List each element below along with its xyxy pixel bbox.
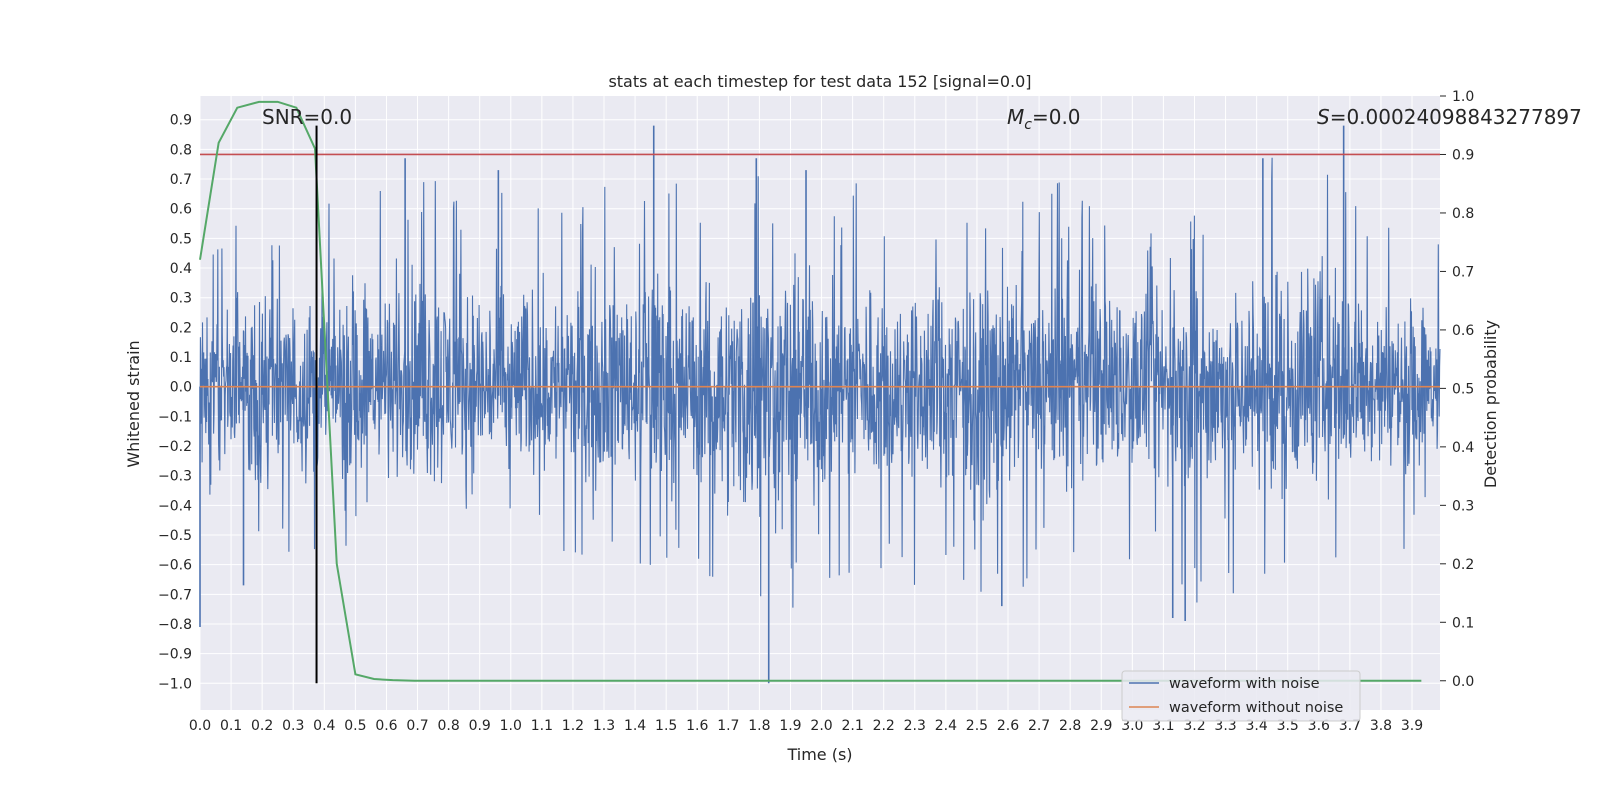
x-tick-label: 0.7: [406, 718, 428, 734]
chirp-mass-annotation: Mc=0.0: [1007, 105, 1081, 133]
chart-title: stats at each timestep for test data 152…: [608, 72, 1031, 91]
legend: waveform with noise waveform without noi…: [1121, 670, 1361, 722]
detection-probability-line: [199, 100, 1422, 682]
y-tick-label: −1.0: [158, 676, 192, 692]
y-tick-label: 0.2: [170, 320, 192, 336]
y2-tick-label: 0.5: [1452, 381, 1474, 397]
x-tick-label: 2.8: [1059, 718, 1081, 734]
waveform-with-noise-line: [199, 157, 1441, 608]
y-tick-label: −0.9: [158, 647, 192, 663]
chirp-mass-subscript: c: [1024, 117, 1032, 133]
y-tick-label: 0.9: [170, 113, 192, 129]
x-tick-label: 1.6: [686, 718, 708, 734]
y2-tick-label: 0.0: [1452, 674, 1474, 690]
x-tick-label: 1.0: [500, 718, 522, 734]
x-tick-label: 1.5: [655, 718, 677, 734]
snr-annotation: SNR=0.0: [262, 105, 352, 129]
x-tick-label: 2.3: [904, 718, 926, 734]
x-tick-label: 3.4: [1246, 718, 1268, 734]
chirp-mass-symbol: M: [1007, 105, 1024, 129]
y2-tick-label: 0.8: [1452, 206, 1474, 222]
x-tick-label: 1.1: [531, 718, 553, 734]
y2-tick-label: 0.2: [1452, 557, 1474, 573]
y-tick-label: 0.4: [170, 261, 192, 277]
x-tick-label: 0.1: [220, 718, 242, 734]
y-tick-label: −0.7: [158, 587, 192, 603]
x-tick-label: 2.6: [997, 718, 1019, 734]
y-tick-label: −0.3: [158, 469, 192, 485]
legend-label-waveform-with-noise: waveform with noise: [1169, 676, 1320, 692]
y-tick-label: 0.6: [170, 202, 192, 218]
x-tick-label: 0.8: [437, 718, 459, 734]
x-tick-label: 1.4: [624, 718, 646, 734]
x-tick-label: 1.8: [748, 718, 770, 734]
x-tick-label: 2.0: [810, 718, 832, 734]
s-symbol: S: [1317, 105, 1330, 129]
x-tick-label: 2.1: [841, 718, 863, 734]
x-tick-label: 0.9: [469, 718, 491, 734]
s-annotation: S=0.00024098843277897: [1317, 105, 1582, 129]
s-value: =0.00024098843277897: [1330, 105, 1582, 129]
x-tick-label: 0.3: [282, 718, 304, 734]
x-tick-label: 1.9: [779, 718, 801, 734]
y-tick-label: 0.3: [170, 291, 192, 307]
y-tick-label: 0.7: [170, 172, 192, 188]
y-tick-label: 0.8: [170, 142, 192, 158]
x-axis-label: Time (s): [786, 745, 852, 764]
y2-tick-label: 0.3: [1452, 498, 1474, 514]
x-tick-label: 2.5: [966, 718, 988, 734]
x-tick-label: 2.2: [873, 718, 895, 734]
y-tick-label: −0.1: [158, 409, 192, 425]
y-tick-label: −0.8: [158, 617, 192, 633]
y-tick-label: 0.1: [170, 350, 192, 366]
x-tick-label: 3.2: [1183, 718, 1205, 734]
x-tick-label: 0.5: [344, 718, 366, 734]
x-tick-label: 1.7: [717, 718, 739, 734]
y-tick-label: −0.5: [158, 528, 192, 544]
x-tick-label: 2.9: [1090, 718, 1112, 734]
legend-box: [1121, 670, 1361, 722]
y2-tick-label: 0.1: [1452, 615, 1474, 631]
tick-labels: 0.0 0.1 0.2 0.3 0.4 0.5 0.6 0.7 0.8 0.9 1.0 1.1 1.2 1…: [158, 89, 1474, 734]
y-axis-label: Whitened strain: [124, 340, 143, 467]
y-tick-label: 0.0: [170, 380, 192, 396]
y2-tick-label: 1.0: [1452, 89, 1474, 105]
y-tick-label: −0.6: [158, 558, 192, 574]
x-tick-label: 3.3: [1214, 718, 1236, 734]
y-tick-label: −0.4: [158, 498, 192, 514]
x-tick-label: 3.5: [1277, 718, 1299, 734]
chirp-mass-value: =0.0: [1032, 105, 1081, 129]
x-tick-label: 0.4: [313, 718, 335, 734]
y2-tick-label: 0.7: [1452, 264, 1474, 280]
x-tick-label: 0.2: [251, 718, 273, 734]
x-tick-label: 0.6: [375, 718, 397, 734]
x-tick-label: 2.7: [1028, 718, 1050, 734]
x-tick-label: 3.9: [1401, 718, 1423, 734]
y2-tick-label: 0.9: [1452, 147, 1474, 163]
x-tick-label: 3.0: [1121, 718, 1143, 734]
y-tick-label: 0.5: [170, 231, 192, 247]
x-tick-label: 2.4: [935, 718, 957, 734]
legend-label-waveform-without-noise: waveform without noise: [1169, 700, 1343, 716]
x-tick-label: 3.1: [1152, 718, 1174, 734]
x-tick-label: 0.0: [189, 718, 211, 734]
y2-axis-label: Detection probability: [1481, 320, 1500, 488]
y-tick-label: −0.2: [158, 439, 192, 455]
y2-tick-label: 0.4: [1452, 440, 1474, 456]
waveform-with-noise-trace: [199, 125, 1441, 684]
x-tick-label: 3.7: [1339, 718, 1361, 734]
x-tick-label: 1.2: [562, 718, 584, 734]
x-tick-label: 3.8: [1370, 718, 1392, 734]
x-tick-label: 3.6: [1308, 718, 1330, 734]
overlay-lines: [199, 100, 1440, 684]
x-tick-label: 1.3: [593, 718, 615, 734]
y2-tick-label: 0.6: [1452, 323, 1474, 339]
